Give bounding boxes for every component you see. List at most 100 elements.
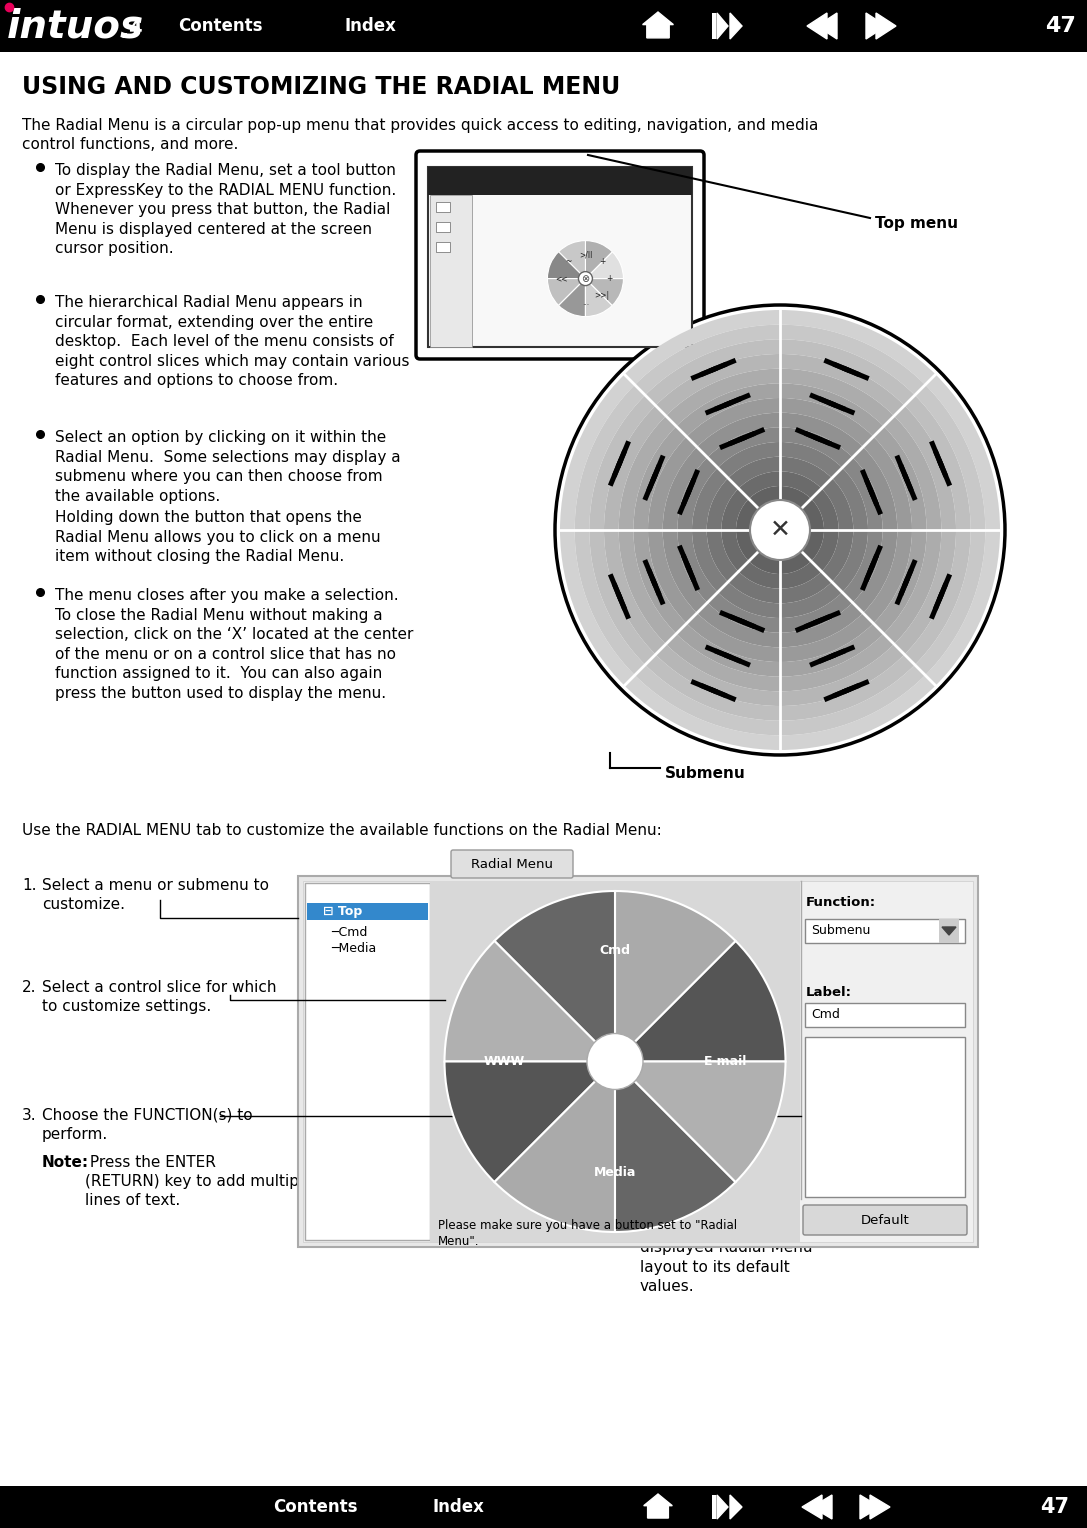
- Wedge shape: [697, 602, 780, 648]
- Bar: [615, 591, 630, 620]
- Bar: [723, 393, 751, 408]
- Text: <<: <<: [555, 274, 569, 283]
- Wedge shape: [904, 396, 971, 530]
- Bar: [704, 645, 733, 660]
- Bar: [612, 449, 627, 477]
- Polygon shape: [866, 14, 886, 40]
- Wedge shape: [666, 368, 780, 426]
- Bar: [677, 545, 692, 573]
- Wedge shape: [751, 509, 770, 530]
- Bar: [690, 365, 719, 380]
- Text: Index: Index: [345, 17, 396, 35]
- Bar: [436, 222, 450, 232]
- Wedge shape: [780, 471, 822, 498]
- Wedge shape: [615, 941, 786, 1062]
- Bar: [841, 678, 870, 694]
- Text: ─Media: ─Media: [332, 943, 376, 955]
- Wedge shape: [648, 530, 697, 623]
- Wedge shape: [635, 324, 780, 396]
- Text: 1.: 1.: [22, 879, 37, 892]
- Wedge shape: [863, 437, 912, 530]
- Wedge shape: [780, 368, 895, 426]
- Text: Index: Index: [432, 1497, 484, 1516]
- Bar: [809, 652, 837, 668]
- Circle shape: [587, 1033, 644, 1089]
- Bar: [430, 196, 472, 347]
- Text: Radial Menu: Radial Menu: [471, 857, 553, 871]
- Bar: [805, 918, 965, 943]
- Wedge shape: [575, 385, 646, 530]
- Wedge shape: [722, 530, 749, 571]
- Text: 2.: 2.: [22, 979, 37, 995]
- Wedge shape: [822, 530, 853, 582]
- Wedge shape: [780, 634, 895, 691]
- Bar: [685, 469, 700, 497]
- Bar: [719, 610, 747, 625]
- Wedge shape: [780, 665, 925, 735]
- Bar: [827, 400, 855, 416]
- Polygon shape: [644, 1494, 672, 1517]
- Bar: [647, 568, 662, 596]
- Bar: [939, 918, 959, 943]
- Text: 3.: 3.: [22, 1108, 37, 1123]
- Wedge shape: [615, 1062, 786, 1183]
- Bar: [823, 686, 851, 701]
- Text: intuos: intuos: [7, 8, 145, 44]
- Polygon shape: [812, 1494, 832, 1519]
- Text: Top menu: Top menu: [875, 215, 958, 231]
- Bar: [680, 555, 696, 582]
- Wedge shape: [749, 550, 780, 575]
- Bar: [704, 400, 733, 416]
- Text: ...: ...: [582, 298, 589, 307]
- Wedge shape: [770, 530, 780, 544]
- Wedge shape: [575, 530, 646, 675]
- Bar: [728, 431, 755, 446]
- Text: .: .: [120, 18, 129, 43]
- Wedge shape: [873, 426, 926, 530]
- Text: The Radial Menu is a circular pop-up menu that provides quick access to editing,: The Radial Menu is a circular pop-up men…: [22, 118, 819, 153]
- Wedge shape: [495, 891, 615, 1062]
- Wedge shape: [780, 354, 904, 416]
- Bar: [436, 202, 450, 212]
- Wedge shape: [624, 675, 780, 750]
- Wedge shape: [677, 530, 717, 602]
- Text: Submenu: Submenu: [665, 767, 746, 781]
- Wedge shape: [676, 623, 780, 677]
- Bar: [712, 14, 715, 40]
- Wedge shape: [780, 613, 873, 662]
- Bar: [898, 568, 914, 596]
- Wedge shape: [707, 478, 738, 530]
- Wedge shape: [884, 530, 941, 645]
- Bar: [819, 396, 846, 411]
- Wedge shape: [586, 240, 612, 278]
- Wedge shape: [780, 486, 811, 509]
- Bar: [895, 578, 910, 605]
- Wedge shape: [925, 530, 1000, 686]
- Bar: [436, 241, 450, 252]
- Bar: [719, 434, 747, 451]
- Wedge shape: [780, 561, 822, 588]
- Wedge shape: [842, 457, 883, 530]
- Text: Use the RADIAL MENU tab to customize the available functions on the Radial Menu:: Use the RADIAL MENU tab to customize the…: [22, 824, 662, 837]
- Bar: [723, 652, 751, 668]
- Wedge shape: [780, 593, 852, 633]
- Circle shape: [578, 272, 592, 286]
- Text: 47: 47: [1040, 1497, 1070, 1517]
- Bar: [805, 1038, 965, 1196]
- Wedge shape: [790, 509, 810, 530]
- Bar: [929, 440, 945, 468]
- Wedge shape: [586, 278, 612, 316]
- Wedge shape: [765, 530, 780, 541]
- Bar: [860, 469, 875, 497]
- Wedge shape: [811, 489, 839, 530]
- Bar: [709, 686, 737, 701]
- Wedge shape: [615, 1062, 736, 1232]
- Bar: [430, 882, 800, 1242]
- Text: Note:: Note:: [42, 1155, 89, 1170]
- Text: Label:: Label:: [805, 987, 852, 999]
- Bar: [608, 458, 623, 486]
- Wedge shape: [619, 416, 676, 530]
- Text: Submenu: Submenu: [811, 924, 871, 938]
- Text: Select an option by clicking on it within the
Radial Menu.  Some selections may : Select an option by clicking on it withi…: [55, 429, 401, 504]
- Bar: [428, 167, 692, 347]
